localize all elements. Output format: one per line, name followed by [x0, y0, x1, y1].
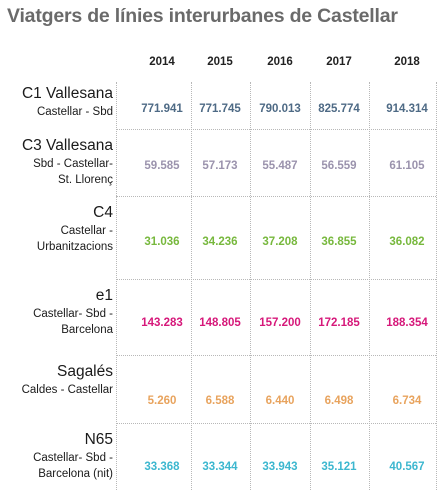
ridership-value: 36.855: [321, 236, 357, 248]
ridership-value: 35.121: [321, 461, 357, 473]
bus-line-name: C1 Vallesana: [21, 85, 113, 102]
column-divider: [436, 82, 437, 490]
bus-line-route: Castellar - Urbanitzacions: [36, 225, 113, 253]
ridership-value: 59.585: [144, 160, 180, 172]
row-divider: [116, 279, 436, 280]
column-divider: [250, 82, 251, 490]
ridership-value: 40.567: [389, 461, 425, 473]
ridership-value: 56.559: [321, 160, 357, 172]
ridership-value: 157.200: [259, 317, 301, 329]
bus-line-name: Sagalés: [56, 363, 113, 380]
bus-line-route: Castellar - Sbd: [36, 106, 113, 118]
bus-line-route: Castellar- Sbd - Barcelona: [33, 308, 113, 336]
ridership-value: 34.236: [202, 236, 238, 248]
bus-line-route: Caldes - Castellar: [21, 384, 113, 396]
chart-title: Viatgers de línies interurbanes de Caste…: [7, 5, 398, 27]
ridership-value: 61.105: [389, 160, 425, 172]
ridership-value: 143.283: [141, 317, 183, 329]
ridership-value: 6.588: [205, 395, 235, 407]
ridership-value: 6.498: [324, 395, 354, 407]
ridership-value: 825.774: [318, 103, 360, 115]
ridership-value: 790.013: [259, 103, 301, 115]
ridership-value: 31.036: [144, 236, 180, 248]
row-divider: [116, 129, 436, 130]
column-divider: [191, 82, 192, 490]
row-divider: [116, 196, 436, 197]
bus-line-name: C3 Vallesana: [21, 137, 113, 154]
ridership-value: 914.314: [386, 103, 428, 115]
column-divider: [310, 82, 311, 490]
year-header: 2014: [149, 56, 175, 68]
ridership-value: 37.208: [262, 236, 298, 248]
ridership-value: 33.368: [144, 461, 180, 473]
bus-line-name: N65: [84, 431, 113, 448]
year-header: 2015: [207, 56, 233, 68]
ridership-value: 771.941: [141, 103, 183, 115]
ridership-value: 36.082: [389, 236, 425, 248]
ridership-value: 188.354: [386, 317, 428, 329]
column-divider: [369, 82, 370, 490]
ridership-value: 5.260: [147, 395, 177, 407]
bus-line-route: Sbd - Castellar- St. Llorenç: [33, 158, 113, 186]
ridership-value: 55.487: [262, 160, 298, 172]
ridership-value: 148.805: [199, 317, 241, 329]
row-divider: [116, 355, 436, 356]
bus-line-route: Castellar- Sbd - Barcelona (nit): [33, 452, 113, 480]
year-header: 2016: [267, 56, 293, 68]
bus-line-name: e1: [95, 287, 113, 304]
ridership-value: 172.185: [318, 317, 360, 329]
row-divider: [116, 423, 436, 424]
year-header: 2017: [326, 56, 352, 68]
ridership-value: 57.173: [202, 160, 238, 172]
bus-line-name: C4: [93, 204, 113, 221]
ridership-value: 33.943: [262, 461, 298, 473]
column-divider: [116, 82, 117, 490]
ridership-value: 6.440: [265, 395, 295, 407]
year-header: 2018: [394, 56, 420, 68]
ridership-value: 6.734: [392, 395, 422, 407]
ridership-value: 771.745: [199, 103, 241, 115]
ridership-value: 33.344: [202, 461, 238, 473]
